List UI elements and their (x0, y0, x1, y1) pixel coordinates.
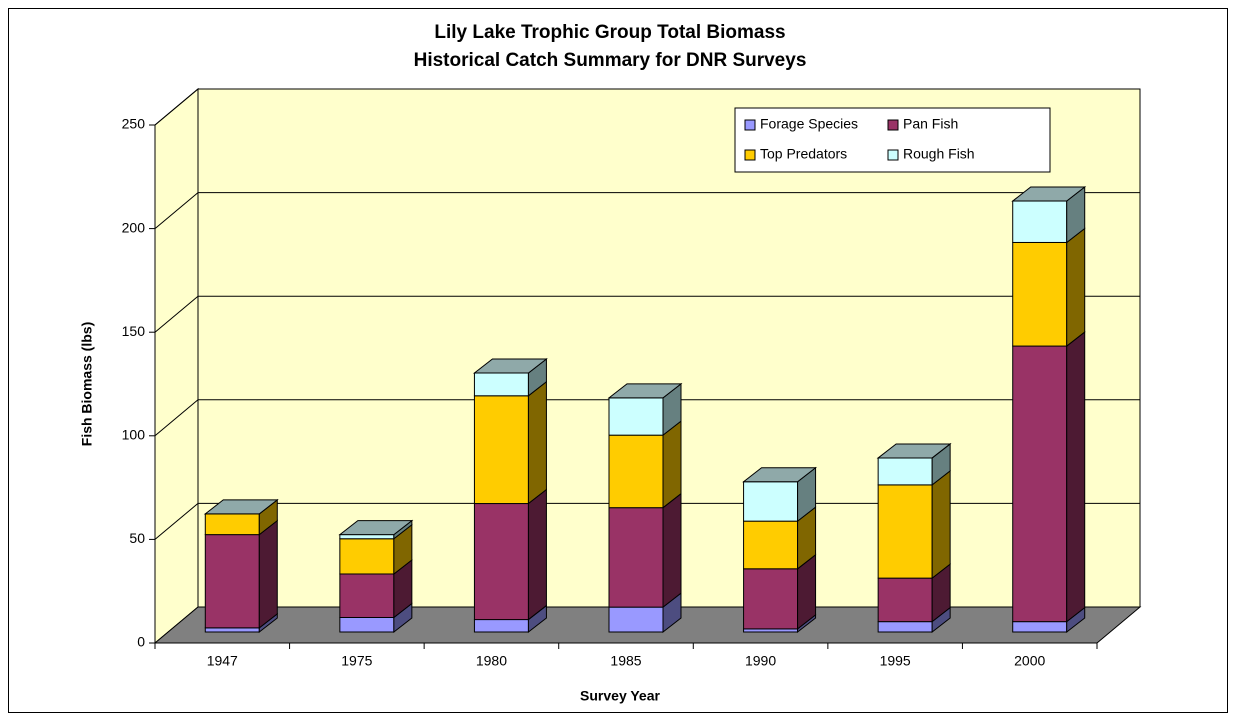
bar-segment (608, 507, 664, 608)
bar-segment (339, 534, 395, 540)
y-tick-label: 200 (122, 219, 146, 235)
bar-segment (339, 573, 395, 618)
bar-side (527, 380, 547, 505)
plot-area: 0 50 100 150 200 250 1947 1975 1980 1985 1990 1995 2… (122, 87, 1142, 669)
bar-segment (1012, 241, 1068, 347)
y-axis-title: Fish Biomass (lbs) (79, 322, 95, 446)
bar-segment (204, 513, 260, 536)
x-tick-label: 1975 (341, 653, 372, 669)
bar-segment (473, 503, 529, 621)
y-tick-label: 50 (129, 530, 145, 546)
bar-segment (877, 621, 933, 633)
legend-swatch (744, 119, 756, 131)
legend-box (734, 107, 1051, 173)
y-tick-label: 100 (122, 427, 146, 443)
chart-title: Lily Lake Trophic Group Total Biomass (434, 22, 785, 43)
bar-side (258, 519, 278, 629)
bar-top (876, 443, 952, 459)
x-tick-label: 1995 (880, 653, 911, 669)
bar-side (662, 420, 682, 509)
bar-segment (473, 395, 529, 505)
bar-segment (204, 534, 260, 629)
bar-segment (877, 484, 933, 579)
bar-top (203, 499, 279, 515)
legend-label: Rough Fish (903, 146, 975, 162)
grid-line (154, 192, 199, 229)
legend-swatch (887, 149, 899, 161)
y-tick-label: 150 (122, 323, 146, 339)
y-tick-label: 0 (137, 634, 145, 650)
bar-top (1011, 186, 1087, 202)
grid-line (154, 295, 199, 333)
bar-segment (608, 434, 664, 509)
bar-segment (608, 606, 664, 633)
bar-side (1066, 331, 1086, 623)
bar-segment (339, 616, 395, 633)
x-tick-label: 1980 (476, 653, 507, 669)
legend-label: Top Predators (760, 146, 847, 162)
bar-segment (743, 481, 799, 522)
bar-top (742, 467, 818, 483)
legend-label: Forage Species (760, 116, 858, 132)
bar-side (527, 488, 547, 621)
bar-top (338, 520, 414, 536)
x-tick-label: 1990 (745, 653, 776, 669)
chart-subtitle: Historical Catch Summary for DNR Surveys (414, 50, 807, 71)
side-wall (154, 87, 199, 645)
legend-label: Pan Fish (903, 116, 958, 132)
bar-segment (1012, 345, 1068, 623)
legend-swatch (887, 119, 899, 131)
bar-side (1066, 227, 1086, 348)
bar-segment (877, 457, 933, 486)
grid-line (154, 399, 199, 437)
bar-side (931, 469, 951, 580)
bar-segment (473, 619, 529, 633)
legend: Forage Species Pan Fish Top Predators Rough… (734, 107, 1051, 173)
bar-segment (204, 627, 260, 633)
y-tick-label: 250 (122, 116, 146, 132)
bar-side (662, 492, 682, 609)
bar-segment (473, 372, 529, 397)
bar-top (472, 358, 548, 374)
grid-line (154, 88, 199, 126)
x-tick-label: 2000 (1014, 653, 1045, 669)
legend-swatch (744, 149, 756, 161)
bar-segment (877, 577, 933, 623)
bar-top (607, 383, 683, 399)
bar-segment (1012, 621, 1068, 633)
x-tick-label: 1985 (610, 653, 641, 669)
bar-segment (743, 520, 799, 570)
bar-segment (608, 397, 664, 436)
bar-segment (1012, 200, 1068, 243)
bar-segment (339, 538, 395, 575)
grid-line (154, 503, 199, 540)
x-tick-label: 1947 (207, 653, 238, 669)
x-axis-title: Survey Year (580, 688, 660, 704)
bar-segment (743, 568, 799, 630)
